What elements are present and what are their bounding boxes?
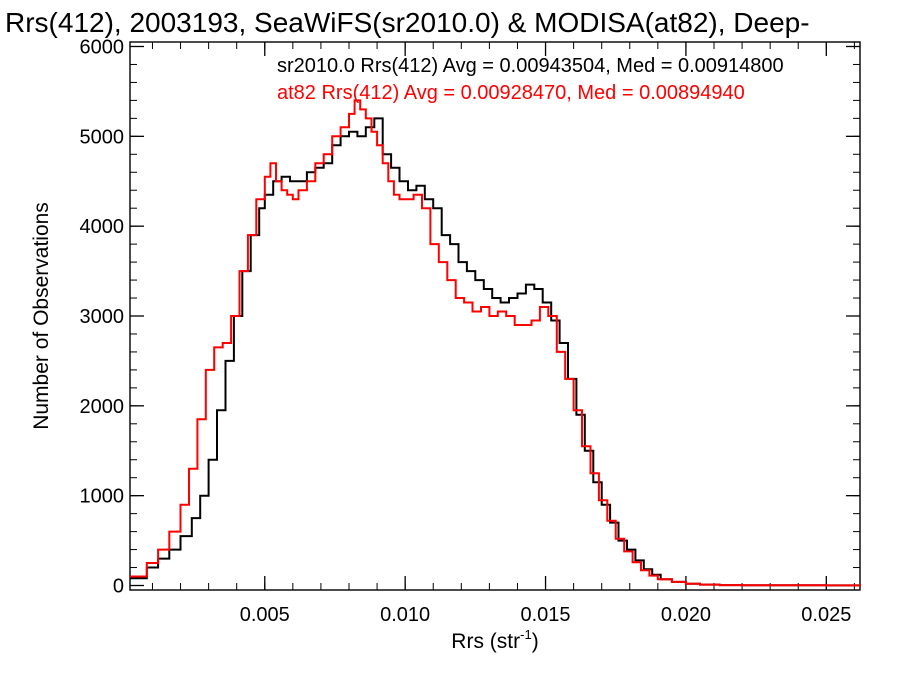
- x-axis-label: Rrs (str-1): [451, 627, 538, 653]
- x-axis-label-tail: ): [532, 630, 539, 653]
- legend-entry-at82: at82 Rrs(412) Avg = 0.00928470, Med = 0.…: [277, 82, 745, 104]
- y-tick-label: 6000: [80, 36, 125, 58]
- axis-ticks: [130, 42, 860, 590]
- x-axis-label-superscript: -1: [520, 627, 532, 642]
- x-tick-label: 0.015: [521, 604, 571, 626]
- legend-entry-sr2010: sr2010.0 Rrs(412) Avg = 0.00943504, Med …: [277, 55, 784, 77]
- y-tick-label: 2000: [80, 396, 125, 418]
- y-tick-label: 5000: [80, 126, 125, 148]
- y-tick-label: 4000: [80, 216, 125, 238]
- x-tick-label: 0.020: [661, 604, 711, 626]
- series-line-at82: [130, 99, 861, 587]
- x-tick-label: 0.025: [801, 604, 851, 626]
- tick-labels: 0.005 0.010 0.015 0.020 0.025 0 1000 2000 3000 40…: [80, 36, 852, 626]
- series-lines: [130, 99, 861, 587]
- y-tick-label: 3000: [80, 306, 125, 328]
- series-line-sr2010: [130, 117, 861, 587]
- y-tick-label: 1000: [80, 486, 125, 508]
- x-axis-label-main: Rrs (str: [451, 630, 520, 653]
- x-tick-label: 0.005: [240, 604, 290, 626]
- x-tick-label: 0.010: [380, 604, 430, 626]
- y-axis-label: Number of Observations: [30, 202, 53, 430]
- chart-title: Rrs(412), 2003193, SeaWiFS(sr2010.0) & M…: [5, 7, 810, 38]
- y-tick-label: 0: [113, 576, 124, 598]
